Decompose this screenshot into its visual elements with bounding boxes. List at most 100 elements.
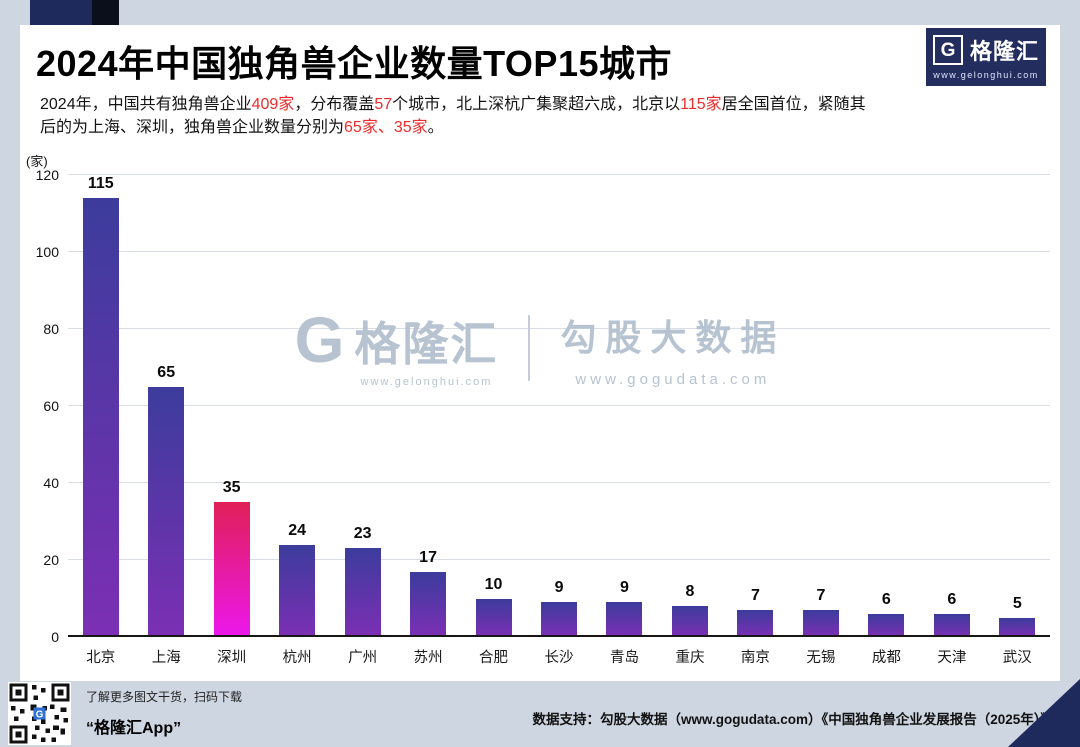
bar-column-7: 9 — [526, 175, 591, 637]
x-axis-labels: 北京 上海 深圳 杭州 广州 苏州 合肥 长沙 青岛 重庆 南京 无锡 成都 天津 武汉 — [68, 646, 1050, 667]
subtitle-text: 个城市，北上深杭广集聚超六成，北京以 — [392, 96, 681, 113]
bar-4 — [344, 548, 381, 637]
subtitle-text: 。 — [427, 119, 444, 136]
x-label-7: 长沙 — [544, 650, 574, 666]
bar-value-label: 24 — [288, 521, 307, 539]
y-tick-label: 40 — [43, 475, 59, 492]
x-label-0: 北京 — [86, 650, 116, 666]
qr-code-image: G — [8, 682, 71, 745]
bar-11 — [802, 610, 839, 637]
bar-12 — [868, 613, 905, 637]
bar-5 — [410, 571, 447, 637]
chart-subtitle: 2024年，中国共有独角兽企业409家，分布覆盖57个城市，北上深杭广集聚超六成… — [40, 93, 880, 139]
x-label-6: 合肥 — [479, 650, 509, 666]
qr-caption-line2: “格隆汇App” — [86, 720, 182, 737]
brand-name: 格隆汇 — [969, 39, 1039, 64]
data-source-credit: 数据支持：勾股大数据（www.gogudata.com）《中国独角兽企业发展报告… — [532, 712, 1054, 727]
plot-area: 0 20 40 60 80 100 120 115 65 35 24 23 17 10 9 9 8 7 7 6 6 5 — [36, 167, 1050, 645]
bar-column-12: 6 — [854, 175, 919, 637]
bar-column-10: 7 — [723, 175, 788, 637]
chart-panel: 2024年中国独角兽企业数量TOP15城市 2024年，中国共有独角兽企业409… — [20, 25, 1060, 681]
bar-columns: 115 65 35 24 23 17 10 9 9 8 7 7 6 6 5 — [68, 175, 1050, 637]
bar-value-label: 7 — [816, 587, 826, 605]
subtitle-text: ，分布覆盖 — [294, 96, 375, 113]
bar-value-label: 115 — [87, 175, 114, 192]
qr-caption-line1: 了解更多图文干货，扫码下载 — [86, 690, 243, 704]
bar-3 — [279, 544, 316, 637]
x-label-1: 上海 — [151, 650, 181, 666]
y-tick-label: 60 — [43, 398, 59, 414]
y-axis-unit: (家) — [26, 154, 48, 169]
subtitle-highlight: 409家 — [251, 96, 295, 113]
qr-code: G — [8, 682, 71, 745]
y-tick-label: 80 — [43, 321, 59, 338]
bar-13 — [933, 613, 970, 637]
logo-row: G 格隆汇 — [932, 34, 1039, 66]
bar-value-label: 10 — [484, 575, 503, 593]
y-tick-label: 120 — [35, 167, 59, 183]
bar-8 — [606, 602, 643, 637]
subtitle-highlight: 57 — [374, 96, 393, 113]
bar-column-3: 24 — [264, 175, 329, 637]
bar-9 — [671, 606, 708, 637]
bar-0 — [82, 198, 119, 637]
svg-text:G: G — [36, 709, 44, 720]
bar-chart: (家) 0 20 40 60 80 100 120 115 65 35 24 23 17 10 9 9 8 7 7 6… — [20, 154, 1060, 666]
gridline — [68, 482, 1050, 484]
bar-value-label: 9 — [620, 579, 629, 597]
bar-value-label: 8 — [685, 583, 695, 601]
x-axis-baseline — [68, 635, 1050, 637]
bar-column-14: 5 — [985, 175, 1050, 637]
bar-column-13: 6 — [919, 175, 984, 637]
subtitle-highlight: 115家 — [680, 96, 722, 113]
x-label-3: 杭州 — [282, 650, 312, 666]
gridline — [68, 405, 1050, 406]
bar-value-label: 35 — [222, 479, 241, 497]
x-label-11: 无锡 — [806, 650, 836, 666]
bar-value-label: 5 — [1012, 594, 1022, 612]
bar-10 — [737, 610, 774, 637]
bar-2-highlighted — [213, 502, 250, 637]
bar-column-6: 10 — [461, 175, 526, 637]
x-label-4: 广州 — [348, 650, 378, 666]
bar-14 — [999, 617, 1036, 637]
y-tick-label: 20 — [43, 552, 59, 569]
bar-value-label: 6 — [947, 590, 957, 608]
bar-6 — [475, 598, 512, 637]
x-label-10: 南京 — [740, 650, 770, 666]
bar-value-label: 7 — [750, 587, 760, 605]
x-label-14: 武汉 — [1002, 650, 1032, 666]
page-title: 2024年中国独角兽企业数量TOP15城市 — [36, 43, 672, 84]
bar-value-label: 23 — [353, 525, 372, 543]
bar-column-1: 65 — [133, 175, 198, 637]
x-label-2: 深圳 — [217, 650, 247, 666]
x-label-12: 成都 — [871, 650, 901, 666]
gelonghui-logo: G 格隆汇 www.gelonghui.com — [926, 28, 1046, 86]
bar-column-2: 35 — [199, 175, 264, 637]
bar-value-label: 65 — [157, 363, 176, 381]
y-tick-label: 0 — [51, 629, 59, 645]
bar-column-4: 23 — [330, 175, 395, 637]
subtitle-highlight: 65家、35家 — [344, 119, 428, 136]
bar-column-0: 115 — [68, 175, 133, 637]
gridline — [68, 251, 1050, 252]
bar-column-11: 7 — [788, 175, 853, 637]
qr-caption: 了解更多图文干货，扫码下载 “格隆汇App” — [86, 688, 242, 738]
subtitle-text: 居全国首位，紧随其后的为上海、深圳，独角兽企业数量分别为 — [40, 96, 866, 136]
bar-value-label: 6 — [881, 590, 891, 608]
subtitle-text: 2024年，中国共有独角兽企业 — [40, 96, 252, 113]
y-tick-label: 100 — [35, 244, 59, 260]
brand-g-icon: G — [932, 35, 963, 65]
bar-column-5: 17 — [395, 175, 460, 637]
bar-1 — [148, 386, 185, 637]
x-label-9: 重庆 — [675, 650, 705, 666]
gridline — [68, 328, 1050, 330]
bar-value-label: 9 — [554, 579, 564, 597]
corner-decor-triangle — [1008, 679, 1080, 747]
bar-column-8: 9 — [592, 175, 657, 637]
gridline — [68, 559, 1050, 561]
bar-7 — [541, 602, 578, 637]
x-label-13: 天津 — [937, 650, 967, 666]
x-label-8: 青岛 — [609, 650, 639, 666]
